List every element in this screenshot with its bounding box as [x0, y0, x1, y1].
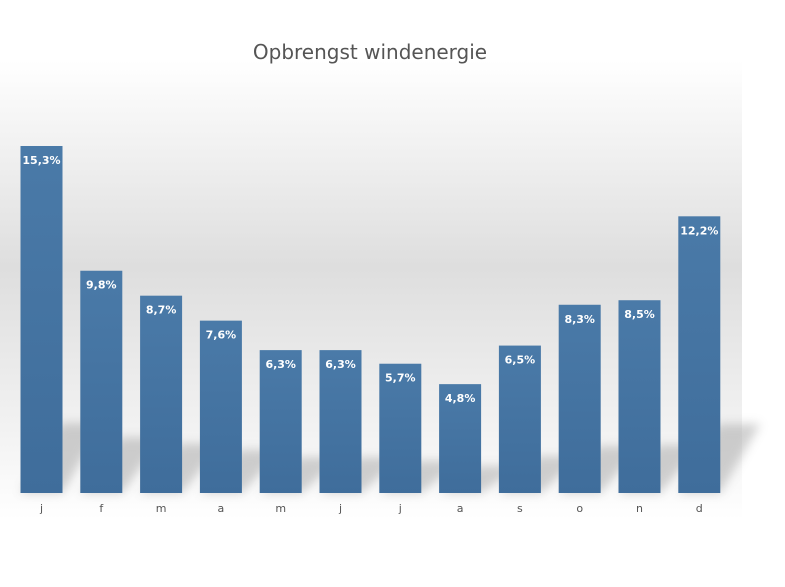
bar — [498, 345, 541, 493]
x-tick-label: s — [517, 502, 523, 515]
x-tick-label: a — [457, 502, 464, 515]
data-label: 8,3% — [564, 313, 595, 326]
x-tick-label: f — [99, 502, 104, 515]
bar — [259, 350, 302, 493]
bar — [199, 320, 242, 493]
x-tick-label: d — [696, 502, 703, 515]
bar — [379, 363, 422, 493]
data-label: 15,3% — [22, 154, 60, 167]
data-label: 6,3% — [325, 358, 356, 371]
bar — [80, 270, 123, 493]
chart-title: Opbrengst windenergie — [253, 40, 487, 64]
bar — [678, 216, 721, 493]
data-label: 6,5% — [505, 354, 536, 367]
bar — [20, 146, 63, 493]
data-label: 8,7% — [146, 304, 177, 317]
data-label: 12,2% — [680, 224, 718, 237]
bar — [140, 295, 183, 493]
data-label: 5,7% — [385, 372, 416, 385]
x-tick-label: a — [218, 502, 225, 515]
bar — [618, 300, 661, 493]
bar — [439, 384, 482, 493]
data-label: 7,6% — [206, 329, 237, 342]
x-tick-label: j — [398, 502, 402, 515]
data-label: 9,8% — [86, 279, 117, 292]
x-tick-label: m — [275, 502, 286, 515]
data-labels: 15,3% 9,8% 8,7% 7,6% 6,3% 6,3% 5,7% 4,8% 6,5% 8,3… — [22, 154, 718, 405]
x-tick-label: n — [636, 502, 643, 515]
bars — [20, 146, 721, 493]
data-label: 6,3% — [265, 358, 296, 371]
x-tick-label: j — [338, 502, 342, 515]
x-tick-label: m — [156, 502, 167, 515]
x-tick-label: o — [576, 502, 583, 515]
x-tick-label: j — [39, 502, 43, 515]
bar — [319, 350, 362, 493]
bar — [558, 304, 601, 493]
data-label: 8,5% — [624, 308, 655, 321]
data-label: 4,8% — [445, 392, 476, 405]
